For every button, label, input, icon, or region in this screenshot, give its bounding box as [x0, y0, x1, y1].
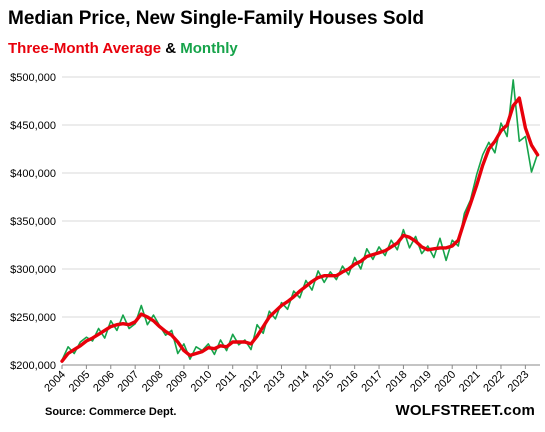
x-tick-label: 2009	[164, 369, 190, 395]
x-tick-label: 2018	[384, 369, 410, 395]
x-tick-label: 2019	[408, 369, 434, 395]
y-tick-label: $500,000	[10, 72, 56, 84]
series	[60, 79, 540, 363]
x-tick-label: 2021	[457, 369, 483, 395]
x-tick-label: 2015	[311, 369, 337, 395]
y-tick-label: $300,000	[10, 264, 56, 276]
x-tick-label: 2017	[359, 369, 385, 395]
x-tick-label: 2006	[91, 369, 117, 395]
x-tick-label: 2023	[506, 369, 532, 395]
chart-subtitle: Three-Month Average & Monthly	[8, 40, 238, 57]
y-tick-label: $200,000	[10, 360, 56, 372]
y-tick-label: $400,000	[10, 168, 56, 180]
x-tick-label: 2020	[433, 369, 459, 395]
source-note: Source: Commerce Dept.	[45, 406, 177, 418]
legend-three-month-average: Three-Month Average	[8, 40, 162, 57]
x-tick-label: 2004	[42, 369, 68, 395]
x-tick-label: 2013	[262, 369, 288, 395]
y-tick-label: $250,000	[10, 312, 56, 324]
x-tick-label: 2010	[189, 369, 215, 395]
x-tick-label: 2007	[115, 369, 141, 395]
y-tick-label: $450,000	[10, 120, 56, 132]
x-tick-label: 2011	[214, 369, 239, 394]
series-line-monthly	[61, 79, 539, 362]
x-tick-label: 2005	[67, 369, 93, 395]
x-tick-label: 2014	[286, 369, 312, 395]
legend-monthly: Monthly	[180, 40, 238, 57]
x-tick-label: 2008	[140, 369, 166, 395]
x-tick-label: 2016	[335, 369, 361, 395]
brand-logo: WOLFSTREET.com	[395, 402, 535, 419]
series-line-three-month-average	[60, 96, 540, 363]
x-tick-label: 2012	[237, 369, 263, 395]
x-tick-label: 2022	[481, 369, 507, 395]
legend-ampersand: &	[161, 40, 181, 57]
y-tick-label: $350,000	[10, 216, 56, 228]
axes: $200,000 $250,000 $300,000 $350,000 $400,000…	[10, 72, 540, 394]
chart-title: Median Price, New Single-Family Houses S…	[8, 8, 424, 29]
